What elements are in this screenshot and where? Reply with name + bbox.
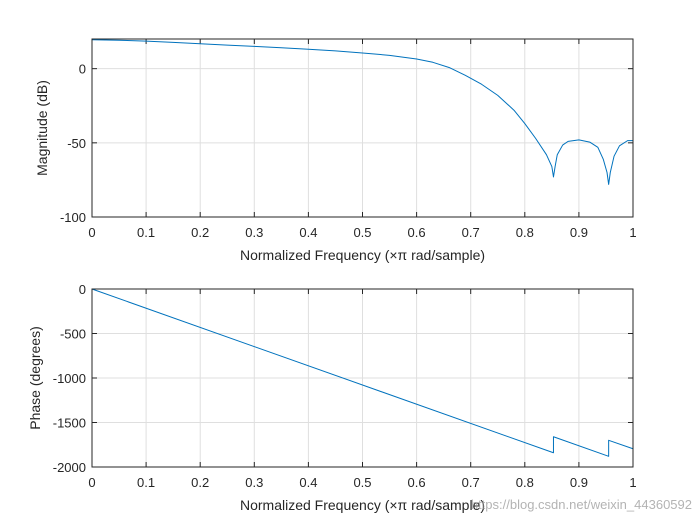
phase-axes-box bbox=[91, 288, 634, 468]
phase-y-tick-label: 0 bbox=[79, 282, 86, 297]
phase-series-line bbox=[91, 288, 634, 457]
magnitude-x-tick-label: 0.3 bbox=[245, 225, 263, 240]
phase-x-tick-label: 0.4 bbox=[299, 475, 317, 490]
magnitude-x-tick-label: 1 bbox=[629, 225, 636, 240]
phase-y-tick-label: -2000 bbox=[53, 460, 86, 475]
magnitude-y-tick-label: -50 bbox=[67, 136, 86, 151]
phase-y-tick-label: -500 bbox=[60, 327, 86, 342]
phase-x-tick-label: 0 bbox=[88, 475, 95, 490]
magnitude-x-tick-label: 0 bbox=[88, 225, 95, 240]
magnitude-x-axis-label: Normalized Frequency (×π rad/sample) bbox=[240, 247, 485, 263]
phase-x-tick-label: 0.8 bbox=[516, 475, 534, 490]
magnitude-y-tick-label: 0 bbox=[79, 62, 86, 77]
phase-plot: 0 0.1 0.2 0.3 0.4 0.5 0.6 0.7 0.8 0.9 1 0 -500 -1000 -… bbox=[27, 282, 637, 513]
magnitude-x-tick-label: 0.5 bbox=[353, 225, 371, 240]
phase-y-tick-label: -1500 bbox=[53, 416, 86, 431]
magnitude-series-line bbox=[91, 39, 633, 185]
magnitude-x-tick-label: 0.9 bbox=[570, 225, 588, 240]
phase-x-tick-label: 0.3 bbox=[245, 475, 263, 490]
magnitude-plot: 0 0.1 0.2 0.3 0.4 0.5 0.6 0.7 0.8 0.9 1 0 -50 -100 Nor… bbox=[34, 38, 637, 263]
magnitude-x-tick-label: 0.2 bbox=[191, 225, 209, 240]
phase-x-tick-label: 0.7 bbox=[462, 475, 480, 490]
phase-x-tick-label: 0.1 bbox=[137, 475, 155, 490]
phase-x-tick-label: 0.6 bbox=[408, 475, 426, 490]
magnitude-y-axis-label: Magnitude (dB) bbox=[34, 80, 50, 176]
phase-x-axis-label: Normalized Frequency (×π rad/sample) bbox=[240, 497, 485, 513]
magnitude-x-tick-label: 0.1 bbox=[137, 225, 155, 240]
magnitude-x-tick-label: 0.6 bbox=[408, 225, 426, 240]
magnitude-x-tick-label: 0.7 bbox=[462, 225, 480, 240]
watermark-text: https://blog.csdn.net/weixin_44360592 bbox=[471, 497, 692, 512]
phase-y-axis-label: Phase (degrees) bbox=[27, 326, 43, 430]
magnitude-y-tick-label: -100 bbox=[60, 210, 86, 225]
magnitude-axes-box bbox=[91, 38, 634, 218]
magnitude-x-tick-label: 0.8 bbox=[516, 225, 534, 240]
phase-x-tick-label: 1 bbox=[629, 475, 636, 490]
phase-x-tick-label: 0.2 bbox=[191, 475, 209, 490]
phase-x-tick-label: 0.5 bbox=[353, 475, 371, 490]
phase-y-tick-label: -1000 bbox=[53, 371, 86, 386]
phase-x-tick-label: 0.9 bbox=[570, 475, 588, 490]
magnitude-x-tick-label: 0.4 bbox=[299, 225, 317, 240]
